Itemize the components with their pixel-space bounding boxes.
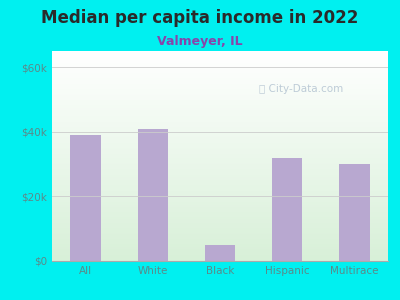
Bar (272, 158, 302, 261)
Bar (138, 128, 168, 261)
Text: ⓘ City-Data.com: ⓘ City-Data.com (258, 84, 343, 94)
Bar (205, 245, 235, 261)
Bar (70, 135, 101, 261)
Bar (339, 164, 370, 261)
Text: Median per capita income in 2022: Median per capita income in 2022 (41, 9, 359, 27)
Text: Valmeyer, IL: Valmeyer, IL (157, 34, 243, 47)
